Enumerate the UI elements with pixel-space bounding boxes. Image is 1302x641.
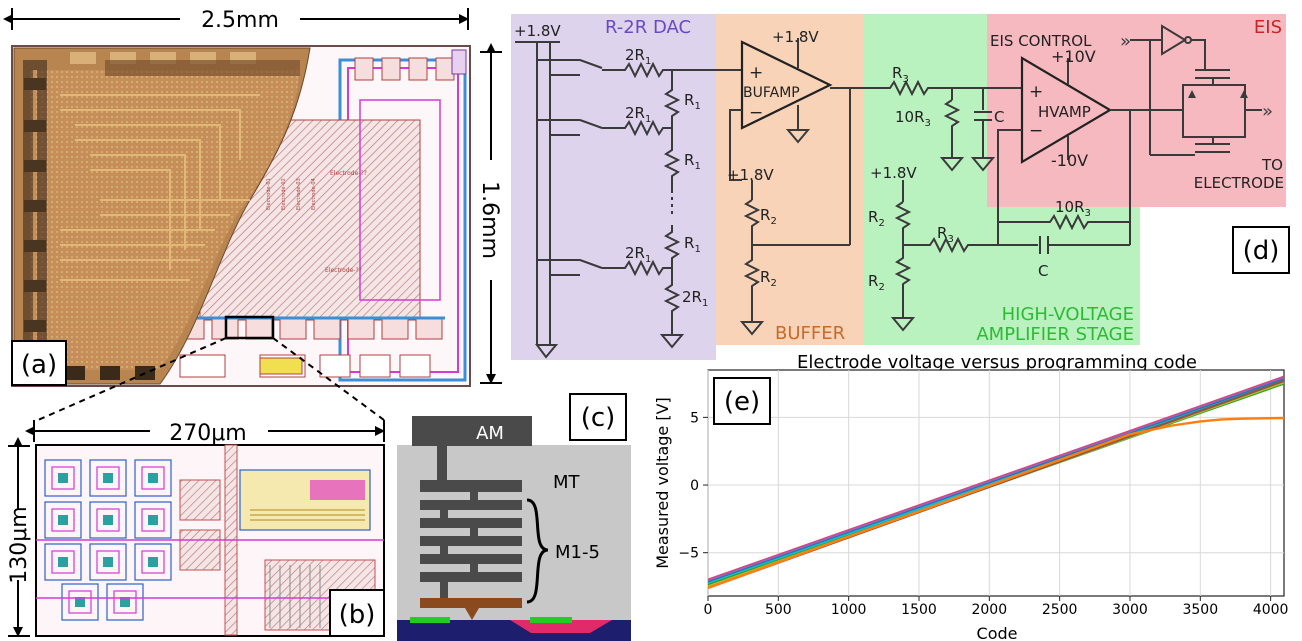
hvamp-label: HVAMP — [1038, 103, 1091, 121]
panel-b: 270μm 130μm — [7, 420, 385, 637]
layer-mt: MT — [553, 472, 581, 493]
dac-title: R-2R DAC — [605, 17, 691, 38]
hv-vneg: -10V — [1051, 151, 1088, 170]
res-2r1-c: 2R1 — [625, 244, 651, 265]
chip-label-2: Electrode-?? — [325, 267, 362, 274]
panel-b-label: (b) — [339, 600, 376, 630]
series-line-0 — [708, 375, 1284, 581]
cap-c-b: C — [1038, 262, 1048, 280]
res-10r3-b: 10R3 — [1055, 198, 1091, 219]
series-line-1 — [708, 376, 1284, 583]
panel-c: AM MT M1-5 (c) — [397, 393, 631, 641]
bufamp-label: BUFAMP — [743, 85, 800, 101]
panel-d-label: (d) — [1243, 236, 1280, 266]
res-2r1-a: 2R1 — [625, 46, 651, 67]
eis-control-label: EIS CONTROL — [990, 32, 1092, 50]
buffer-minus: − — [749, 103, 763, 123]
series-group — [708, 375, 1284, 590]
x-tick-label: 2000 — [971, 602, 1007, 618]
zoom-box — [224, 315, 275, 340]
chip-label-4: Electrode-02 — [281, 178, 287, 210]
chip-label-3: Electrode-01 — [266, 178, 272, 210]
res-2r1-b: 2R1 — [625, 104, 651, 125]
x-tick-label: 500 — [765, 602, 792, 618]
res-10r3-a: 10R3 — [895, 108, 931, 129]
width-dim-label: 2.5mm — [201, 8, 279, 33]
chart-title: Electrode voltage versus programming cod… — [797, 352, 1197, 373]
y-tick-label: 0 — [690, 478, 699, 494]
layer-m1-5: M1-5 — [555, 542, 600, 563]
eis-out-1: TO — [1261, 156, 1283, 174]
b-height-dim: 130μm — [7, 506, 32, 583]
b-width-dim: 270μm — [169, 421, 246, 446]
y-tick-label: 5 — [690, 410, 699, 426]
cap-c-a: C — [994, 108, 1004, 126]
series-line-7 — [708, 416, 1284, 590]
x-tick-label: 3500 — [1182, 602, 1218, 618]
eis-output-arrow: » — [1262, 101, 1273, 122]
x-tick-label: 1500 — [901, 602, 937, 618]
panel-e-label: (e) — [724, 387, 760, 417]
layer-am: AM — [476, 423, 504, 444]
series-line-2 — [708, 378, 1284, 584]
x-tick-label: 2500 — [1042, 602, 1078, 618]
buffer-div-supply: +1.8V — [727, 166, 774, 184]
x-axis-label: Code — [977, 624, 1018, 641]
height-dim-label: 1.6mm — [477, 181, 502, 259]
x-tick-label: 3000 — [1112, 602, 1148, 618]
panel-a-label: (a) — [21, 350, 57, 380]
hv-title-2: AMPLIFIER STAGE — [976, 324, 1134, 345]
buffer-plus: + — [749, 63, 763, 83]
panel-d: R-2R DAC BUFFER HIGH-VOLTAGE AMPLIFIER S… — [511, 14, 1290, 360]
x-tick-label: 1000 — [831, 602, 867, 618]
buffer-supply: +1.8V — [772, 28, 819, 46]
y-axis-label: Measured voltage [V] — [653, 397, 672, 569]
x-tick-label: 0 — [704, 602, 713, 618]
x-tick-label: 4000 — [1253, 602, 1289, 618]
panel-c-label: (c) — [581, 403, 616, 433]
panel-e: Electrode voltage versus programming cod… — [653, 352, 1288, 641]
ticks: 0 500 1000 1500 2000 2500 3000 3500 4000 −5 0 5 — [678, 410, 1288, 618]
buffer-title: BUFFER — [775, 323, 845, 344]
hv-vpos: +10V — [1051, 47, 1096, 66]
panel-a: 2.5mm 1.6mm Electrode-?? Electrode-?? El… — [3, 8, 502, 421]
hv-div-supply: +1.8V — [870, 164, 917, 182]
y-tick-label: −5 — [678, 546, 699, 562]
hv-plus: + — [1029, 82, 1043, 102]
eis-out-2: ELECTRODE — [1194, 174, 1284, 192]
schematic-wires — [515, 24, 1262, 359]
hv-minus: − — [1029, 121, 1043, 141]
eis-control-arrow: » — [1120, 31, 1131, 52]
eis-title: EIS — [1254, 17, 1282, 38]
chip-label-5: Electrode-03 — [296, 178, 302, 210]
chip-label-1: Electrode-?? — [330, 170, 367, 177]
dac-supply: +1.8V — [514, 22, 561, 40]
chip-label-6: Electrode-04 — [311, 178, 317, 210]
hv-title-1: HIGH-VOLTAGE — [1002, 304, 1134, 325]
res-2r1-d: 2R1 — [682, 288, 708, 309]
dac-region — [511, 14, 716, 360]
